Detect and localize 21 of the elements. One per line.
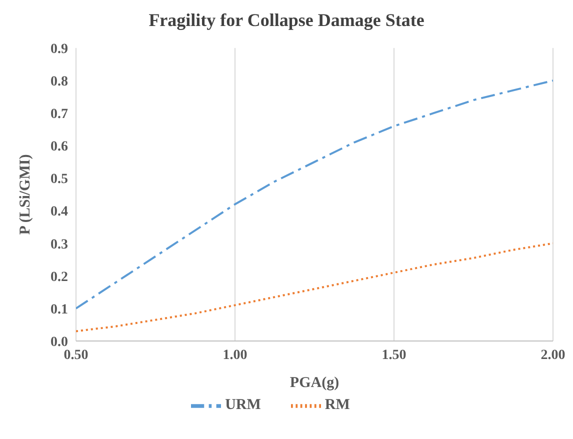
legend-label: RM: [324, 397, 350, 414]
x-tick-label: 2.00: [540, 348, 566, 363]
y-tick-label: 0.0: [50, 334, 68, 350]
x-tick-label: 0.50: [64, 348, 88, 363]
y-tick-label: 0.3: [50, 237, 68, 252]
y-tick-label: 0.1: [50, 302, 68, 318]
y-tick-label: 0.2: [50, 270, 68, 285]
y-tick-label: 0.5: [50, 172, 68, 188]
chart-title: Fragility for Collapse Damage State: [148, 9, 426, 32]
y-axis-title: P (LSi/GMI): [17, 154, 34, 235]
y-tick-label: 0.8: [50, 74, 68, 90]
y-tick-label: 0.6: [50, 140, 68, 155]
x-axis-title: PGA(g): [290, 375, 340, 391]
y-tick-label: 0.9: [50, 42, 68, 57]
y-tick-label: 0.7: [50, 107, 68, 122]
line-series: [76, 80, 553, 310]
x-tick-label: 1.50: [382, 348, 406, 363]
legend-label: URM: [225, 397, 261, 414]
line-series: [76, 242, 553, 332]
y-tick-label: 0.4: [50, 204, 68, 220]
x-tick-label: 1.00: [222, 348, 248, 363]
